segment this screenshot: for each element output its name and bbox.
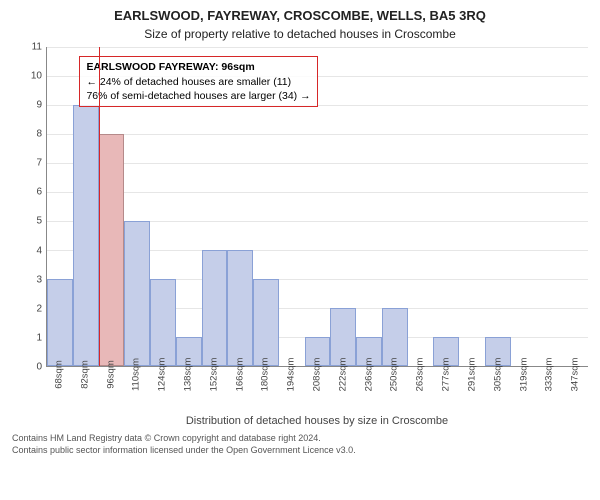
x-tick: 319sqm [511,367,537,415]
x-tick: 333sqm [536,367,562,415]
x-tick: 194sqm [278,367,304,415]
y-tick: 11 [32,41,42,52]
bar [253,279,279,366]
x-tick: 180sqm [253,367,279,415]
annotation-head: EARLSWOOD FAYREWAY: 96sqm [86,60,310,74]
y-tick: 5 [36,216,42,227]
x-tick: 110sqm [123,367,149,415]
chart-container: EARLSWOOD, FAYREWAY, CROSCOMBE, WELLS, B… [0,0,600,500]
bar-slot [459,47,485,366]
x-tick: 305sqm [485,367,511,415]
page-subtitle: Size of property relative to detached ho… [12,27,588,41]
x-tick: 82sqm [72,367,98,415]
bar-slot [330,47,356,366]
page-title: EARLSWOOD, FAYREWAY, CROSCOMBE, WELLS, B… [12,8,588,25]
y-tick: 2 [36,303,42,314]
bar-slot [408,47,434,366]
bar-slot [537,47,563,366]
bar-slot [47,47,73,366]
x-axis: 68sqm82sqm96sqm110sqm124sqm138sqm152sqm1… [46,367,588,415]
x-tick: 347sqm [562,367,588,415]
x-tick: 263sqm [407,367,433,415]
y-tick: 7 [36,158,42,169]
bar [202,250,228,366]
footer-line-1: Contains HM Land Registry data © Crown c… [12,433,588,445]
footer-line-2: Contains public sector information licen… [12,445,588,457]
bar-slot [433,47,459,366]
bar-slot [382,47,408,366]
x-tick: 124sqm [149,367,175,415]
bar [47,279,73,366]
bar-slot [511,47,537,366]
bar [227,250,253,366]
x-tick: 138sqm [175,367,201,415]
bar-slot [562,47,588,366]
y-tick: 9 [36,100,42,111]
x-tick: 250sqm [382,367,408,415]
bar-highlight [99,134,125,366]
y-tick: 8 [36,129,42,140]
x-tick: 166sqm [227,367,253,415]
x-tick: 68sqm [46,367,72,415]
bar-slot [356,47,382,366]
x-tick: 236sqm [356,367,382,415]
bar [150,279,176,366]
chart-area: Number of detached properties 0123456789… [12,47,588,367]
y-tick: 4 [36,245,42,256]
x-tick: 291sqm [459,367,485,415]
x-tick: 222sqm [330,367,356,415]
bar-slot [485,47,511,366]
plot-area: EARLSWOOD FAYREWAY: 96sqm ← 24% of detac… [46,47,588,367]
bar [124,221,150,366]
marker-line [99,47,100,366]
footer: Contains HM Land Registry data © Crown c… [12,433,588,456]
bar [73,105,99,366]
y-tick: 10 [31,70,42,81]
x-tick: 152sqm [201,367,227,415]
y-axis: 01234567891011 [12,47,46,367]
annotation-box: EARLSWOOD FAYREWAY: 96sqm ← 24% of detac… [79,56,317,107]
annotation-line-2: 76% of semi-detached houses are larger (… [86,89,310,103]
x-tick: 208sqm [304,367,330,415]
y-tick: 0 [36,361,42,372]
x-tick: 96sqm [98,367,124,415]
annotation-line-1: ← 24% of detached houses are smaller (11… [86,75,310,89]
x-axis-label: Distribution of detached houses by size … [46,415,588,427]
y-tick: 3 [36,274,42,285]
y-tick: 6 [36,187,42,198]
x-tick: 277sqm [433,367,459,415]
y-tick: 1 [36,332,42,343]
